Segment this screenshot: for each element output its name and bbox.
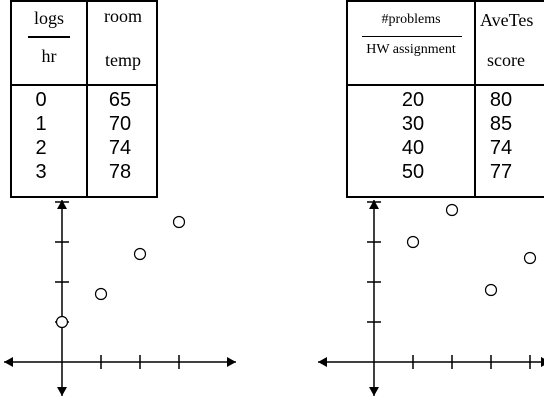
header-hr: hr	[41, 46, 57, 66]
table-cell: 77	[489, 161, 513, 183]
table-cell: 80	[489, 89, 513, 111]
table-cell: 65	[108, 89, 132, 111]
table-cell: 1	[35, 113, 47, 135]
right-panel: #problems HW assignment AveTes score 20 …	[318, 0, 544, 400]
table-cell: 74	[489, 137, 513, 159]
table-cell: 70	[108, 113, 132, 135]
logs-temp-table: logs hr room temp 0 65 1 70 2 74 3 78	[10, 0, 158, 198]
table-cell: 74	[108, 137, 132, 159]
y-axis-arrow-up	[57, 200, 67, 209]
table-cell: 50	[401, 161, 425, 183]
right-scatter-plot	[318, 200, 544, 396]
table-cell: 30	[401, 113, 425, 135]
y-axis-arrow-down	[57, 387, 67, 396]
x-axis-arrow-right	[541, 357, 544, 367]
table-cell: 3	[35, 161, 47, 183]
fraction-bar	[28, 36, 70, 38]
table-cell: 78	[108, 161, 132, 183]
data-point	[55, 315, 69, 329]
left-panel: logs hr room temp 0 65 1 70 2 74 3 78	[0, 0, 236, 400]
data-point	[133, 247, 147, 261]
data-point	[484, 283, 498, 297]
x-axis-arrow-right	[227, 357, 236, 367]
y-axis-arrow-up	[369, 200, 379, 209]
header-problems: #problems	[381, 12, 441, 27]
table-cell: 20	[401, 89, 425, 111]
data-point	[94, 287, 108, 301]
column-divider	[86, 2, 88, 196]
header-hw-assignment: HW assignment	[366, 42, 456, 57]
header-temp: temp	[105, 50, 141, 70]
table-cell: 40	[401, 137, 425, 159]
left-scatter-plot	[4, 200, 236, 396]
header-divider	[348, 84, 544, 86]
header-room: room	[104, 6, 142, 26]
data-point	[406, 235, 420, 249]
problems-score-table: #problems HW assignment AveTes score 20 …	[346, 0, 544, 198]
table-cell: 85	[489, 113, 513, 135]
header-avetes: AveTes	[480, 10, 534, 30]
data-point	[523, 251, 537, 265]
fraction-bar	[362, 36, 462, 37]
data-point	[172, 215, 186, 229]
table-cell: 0	[35, 89, 47, 111]
x-axis-arrow-left	[4, 357, 13, 367]
header-logs: logs	[33, 8, 64, 28]
header-divider	[12, 84, 156, 86]
x-axis-arrow-left	[318, 357, 327, 367]
data-point	[445, 203, 459, 217]
column-divider	[474, 2, 476, 196]
y-axis-arrow-down	[369, 387, 379, 396]
table-cell: 2	[35, 137, 47, 159]
header-score: score	[487, 50, 525, 70]
